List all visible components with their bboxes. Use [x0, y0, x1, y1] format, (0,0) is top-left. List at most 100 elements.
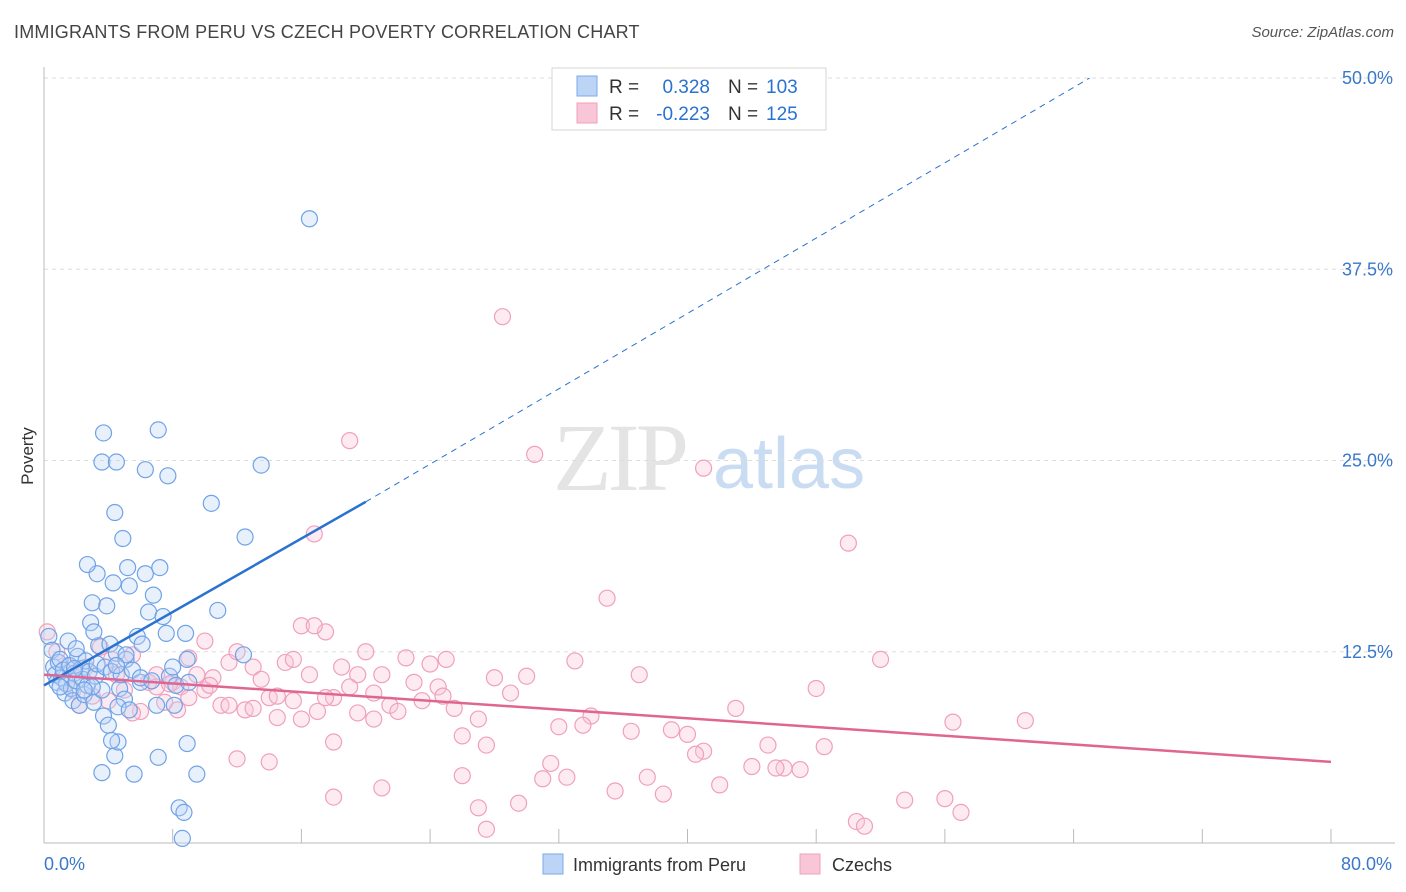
data-point	[871, 650, 890, 669]
data-point	[445, 699, 463, 717]
legend-r-label-2: R =	[609, 104, 639, 125]
data-point	[102, 731, 121, 750]
y-tick-labels: 12.5% 25.0% 37.5% 50.0%	[1342, 68, 1393, 662]
data-point	[178, 734, 196, 753]
data-point	[151, 558, 169, 577]
data-point	[952, 803, 970, 822]
data-point	[453, 727, 471, 745]
data-point	[260, 753, 278, 771]
data-point	[123, 704, 142, 722]
data-point	[759, 736, 777, 754]
legend-n-label-2: N =	[728, 104, 758, 125]
data-point	[234, 646, 253, 664]
data-point	[51, 678, 69, 696]
data-point	[93, 453, 111, 471]
legend-n-label-1: N =	[728, 77, 758, 98]
data-point	[630, 666, 648, 684]
data-point	[429, 678, 447, 696]
data-point	[157, 624, 175, 642]
data-point	[85, 623, 103, 641]
data-point	[477, 820, 496, 838]
chart-title: IMMIGRANTS FROM PERU VS CZECH POVERTY CO…	[14, 22, 640, 42]
data-point	[107, 453, 125, 471]
data-point	[944, 713, 962, 731]
legend-peru-swatch	[542, 853, 564, 875]
data-point	[349, 666, 367, 684]
data-point	[743, 757, 761, 776]
data-point	[292, 617, 310, 635]
data-point	[144, 586, 162, 604]
data-point	[622, 722, 640, 740]
data-point	[244, 658, 262, 676]
data-point	[180, 689, 198, 707]
data-point	[107, 656, 125, 675]
data-point	[341, 432, 359, 450]
data-point	[469, 799, 487, 817]
data-point	[678, 725, 697, 743]
trend-line-peru-extension	[365, 77, 1090, 503]
data-point	[202, 494, 220, 512]
data-point	[78, 555, 97, 574]
x-axis-ticks	[43, 829, 1332, 843]
series-legend: Immigrants from Peru Czechs	[542, 853, 892, 875]
watermark-zip: ZIP	[553, 404, 686, 511]
data-point	[117, 650, 135, 669]
data-point	[168, 701, 187, 719]
data-point	[469, 710, 487, 728]
data-point	[220, 696, 238, 714]
data-point	[542, 754, 560, 773]
data-point	[694, 459, 713, 477]
data-point	[300, 210, 319, 228]
data-point	[114, 529, 132, 548]
data-point	[209, 601, 227, 620]
data-point	[236, 528, 254, 546]
trend-lines	[43, 77, 1332, 764]
data-point	[453, 767, 471, 785]
data-point	[518, 667, 536, 685]
data-point	[120, 701, 138, 719]
data-point	[324, 733, 343, 751]
data-point	[477, 736, 496, 754]
series-czechs	[38, 308, 1034, 838]
data-point	[94, 424, 113, 442]
data-point	[136, 565, 154, 583]
data-point	[93, 681, 111, 699]
legend-peru-label: Immigrants from Peru	[573, 855, 746, 875]
data-point	[178, 650, 196, 669]
data-point	[550, 718, 568, 736]
data-point	[176, 624, 195, 642]
data-point	[159, 467, 177, 485]
data-point	[847, 812, 866, 831]
data-point	[228, 750, 246, 768]
data-point	[93, 764, 111, 782]
data-point	[82, 614, 100, 632]
data-point	[405, 673, 423, 691]
data-point	[566, 652, 584, 670]
legend-swatch-blue	[576, 75, 598, 97]
grid	[44, 77, 1395, 653]
data-point	[180, 673, 198, 691]
data-point	[165, 696, 183, 714]
data-point	[791, 760, 809, 779]
data-point	[40, 627, 58, 646]
data-point	[70, 696, 88, 714]
data-point	[711, 776, 729, 794]
data-point	[117, 646, 135, 664]
data-point	[373, 779, 391, 797]
data-point	[67, 640, 85, 658]
data-point	[936, 790, 954, 808]
series-peru	[40, 210, 319, 848]
stats-legend: R = 0.328 N = 103 R = -0.223 N = 125	[551, 67, 827, 131]
data-point	[434, 687, 452, 705]
data-point	[268, 687, 286, 705]
data-point	[606, 782, 624, 800]
data-point	[534, 770, 552, 788]
y-tick-label: 25.0%	[1342, 451, 1393, 471]
data-point	[149, 421, 167, 439]
data-point	[638, 768, 656, 786]
y-tick-label: 12.5%	[1342, 642, 1393, 662]
data-point	[284, 650, 302, 669]
data-point	[1016, 711, 1034, 730]
data-point	[397, 649, 415, 667]
